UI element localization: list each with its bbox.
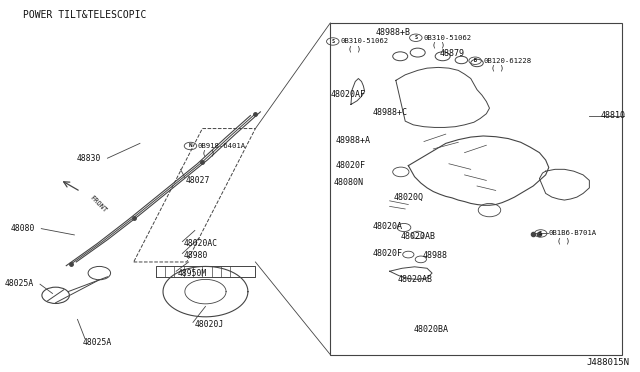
Text: 48988+B: 48988+B [375,28,410,37]
Text: 0B1B6-B701A: 0B1B6-B701A [548,230,597,237]
Text: ( ): ( ) [432,42,445,48]
Text: S: S [539,231,542,236]
Text: N: N [189,144,192,148]
Text: POWER TILT&TELESCOPIC: POWER TILT&TELESCOPIC [22,10,146,20]
Text: S: S [332,39,334,44]
Text: S: S [414,35,417,40]
Text: 48080: 48080 [11,224,35,233]
Text: 0B120-61228: 0B120-61228 [483,58,531,64]
Text: 48080N: 48080N [333,178,364,187]
Text: 48020Q: 48020Q [394,193,423,202]
Text: 48020AB: 48020AB [397,275,433,284]
Text: 48879: 48879 [440,49,465,58]
Text: 48025A: 48025A [4,279,34,288]
Text: 48025A: 48025A [83,338,112,347]
Text: 48980: 48980 [184,251,208,260]
Text: 48988+A: 48988+A [335,136,371,145]
Text: 0B310-51062: 0B310-51062 [341,38,389,45]
Text: ( ): ( ) [557,238,570,244]
Text: 48988: 48988 [422,251,447,260]
Text: 48020F: 48020F [335,161,365,170]
Text: 48020A: 48020A [372,222,402,231]
Text: 48988+C: 48988+C [372,108,408,117]
Text: 48020AB: 48020AB [401,231,436,241]
Text: ( ): ( ) [491,65,504,71]
Text: 48020J: 48020J [194,320,223,329]
Text: 48020F: 48020F [372,249,402,258]
Text: 48020AC: 48020AC [184,239,218,248]
Text: 48020BA: 48020BA [413,325,449,334]
Text: 48020AF: 48020AF [330,90,365,99]
Text: ( ): ( ) [202,150,216,156]
Text: 48810: 48810 [600,111,625,120]
Bar [330,23,623,355]
Text: 0B310-51062: 0B310-51062 [424,35,472,41]
Text: J488015N: J488015N [587,358,630,367]
Text: 48950M: 48950M [177,269,207,278]
Text: 0B918-6401A: 0B918-6401A [198,143,246,149]
Text: 48027: 48027 [186,176,211,185]
Text: ( ): ( ) [348,46,362,52]
Text: FRONT: FRONT [89,194,108,214]
Text: 48830: 48830 [77,154,101,163]
Text: B: B [474,58,477,63]
